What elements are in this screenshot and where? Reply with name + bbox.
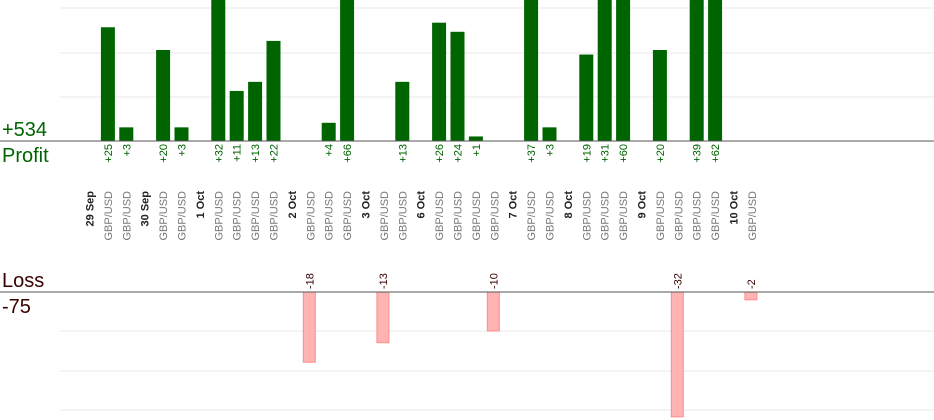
profit-bar bbox=[266, 40, 281, 141]
loss-value-label: -32 bbox=[672, 273, 684, 289]
profit-bar bbox=[395, 81, 410, 141]
loss-label: Loss bbox=[2, 270, 45, 292]
loss-bar bbox=[744, 291, 758, 301]
date-label: 30 Sep bbox=[140, 191, 152, 227]
pair-label: GBP/USD bbox=[177, 191, 189, 241]
profit-value-label: +26 bbox=[434, 144, 446, 163]
profit-value-label: +20 bbox=[158, 144, 170, 163]
profit-value-label: +22 bbox=[269, 144, 281, 163]
loss-bar bbox=[376, 291, 390, 344]
loss-value-label: -13 bbox=[378, 273, 390, 289]
loss-bar bbox=[670, 291, 684, 418]
pair-label: GBP/USD bbox=[453, 191, 465, 241]
loss-total: -75 bbox=[2, 296, 31, 318]
loss-value-label: -2 bbox=[746, 279, 758, 289]
pair-label: GBP/USD bbox=[397, 191, 409, 241]
profit-bar bbox=[100, 27, 115, 141]
pair-label: GBP/USD bbox=[489, 191, 501, 241]
date-label: 6 Oct bbox=[416, 191, 428, 219]
date-label: 1 Oct bbox=[195, 191, 207, 219]
profit-value-label: +24 bbox=[453, 144, 465, 163]
date-label: 8 Oct bbox=[563, 191, 575, 219]
pair-label: GBP/USD bbox=[692, 191, 704, 241]
pair-label: GBP/USD bbox=[747, 191, 759, 241]
profit-value-label: +3 bbox=[121, 144, 133, 157]
profit-bar bbox=[432, 22, 447, 142]
profit-value-label: +3 bbox=[177, 144, 189, 157]
pair-label: GBP/USD bbox=[618, 191, 630, 241]
date-label: 29 Sep bbox=[85, 191, 97, 227]
pair-label: GBP/USD bbox=[269, 191, 281, 241]
profit-value-label: +60 bbox=[618, 144, 630, 163]
pair-label: GBP/USD bbox=[526, 191, 538, 241]
profit-bar bbox=[156, 50, 171, 141]
profit-value-label: +39 bbox=[692, 144, 704, 163]
profit-bar bbox=[579, 54, 594, 141]
pair-label: GBP/USD bbox=[581, 191, 593, 241]
pair-label: GBP/USD bbox=[471, 191, 483, 241]
profit-total: +534 bbox=[2, 119, 48, 141]
pair-label: GBP/USD bbox=[103, 191, 115, 241]
profit-bar bbox=[119, 127, 134, 141]
profit-bar bbox=[174, 127, 189, 141]
pair-label: GBP/USD bbox=[213, 191, 225, 241]
pair-label: GBP/USD bbox=[710, 191, 722, 241]
pair-label: GBP/USD bbox=[379, 191, 391, 241]
loss-bar bbox=[486, 291, 500, 332]
profit-bar bbox=[524, 0, 539, 141]
pair-label: GBP/USD bbox=[324, 191, 336, 241]
date-label: 2 Oct bbox=[287, 191, 299, 219]
pair-label: GBP/USD bbox=[434, 191, 446, 241]
profit-value-label: +11 bbox=[232, 144, 244, 162]
loss-value-label: -10 bbox=[488, 273, 500, 289]
pair-label: GBP/USD bbox=[121, 191, 133, 241]
profit-value-label: +37 bbox=[526, 144, 538, 163]
loss-value-label: -18 bbox=[304, 273, 316, 289]
profit-bar bbox=[542, 127, 557, 141]
pair-label: GBP/USD bbox=[342, 191, 354, 241]
profit-bar bbox=[708, 0, 723, 141]
profit-value-label: +66 bbox=[342, 144, 354, 163]
date-label: 9 Oct bbox=[637, 191, 649, 219]
profit-value-label: +4 bbox=[324, 144, 336, 157]
profit-bar bbox=[597, 0, 612, 141]
profit-bar bbox=[616, 0, 631, 141]
loss-bar bbox=[302, 291, 316, 363]
profit-value-label: +13 bbox=[250, 144, 262, 163]
pair-label: GBP/USD bbox=[545, 191, 557, 241]
pair-label: GBP/USD bbox=[655, 191, 667, 241]
pair-label: GBP/USD bbox=[600, 191, 612, 241]
profit-value-label: +13 bbox=[397, 144, 409, 163]
profit-label: Profit bbox=[2, 145, 49, 167]
profit-value-label: +25 bbox=[103, 144, 115, 163]
profit-value-label: +62 bbox=[710, 144, 722, 163]
date-label: 10 Oct bbox=[729, 191, 741, 225]
profit-bar bbox=[229, 90, 244, 141]
profit-value-label: +19 bbox=[581, 144, 593, 163]
profit-bar bbox=[689, 0, 704, 141]
pair-label: GBP/USD bbox=[158, 191, 170, 241]
profit-bar bbox=[211, 0, 226, 141]
profit-value-label: +20 bbox=[655, 144, 667, 163]
profit-bar bbox=[321, 122, 336, 141]
profit-bar bbox=[340, 0, 355, 141]
pair-label: GBP/USD bbox=[232, 191, 244, 241]
pair-label: GBP/USD bbox=[250, 191, 262, 241]
pair-label: GBP/USD bbox=[673, 191, 685, 241]
profit-bar bbox=[450, 31, 465, 141]
profit-bar bbox=[468, 136, 483, 141]
profit-value-label: +31 bbox=[600, 144, 612, 163]
profit-value-label: +3 bbox=[545, 144, 557, 157]
profit-value-label: +32 bbox=[213, 144, 225, 163]
profit-bar bbox=[652, 50, 667, 141]
profit-bar bbox=[248, 81, 263, 141]
pair-label: GBP/USD bbox=[305, 191, 317, 241]
date-label: 3 Oct bbox=[361, 191, 373, 219]
profit-value-label: +1 bbox=[471, 144, 483, 157]
date-label: 7 Oct bbox=[508, 191, 520, 219]
